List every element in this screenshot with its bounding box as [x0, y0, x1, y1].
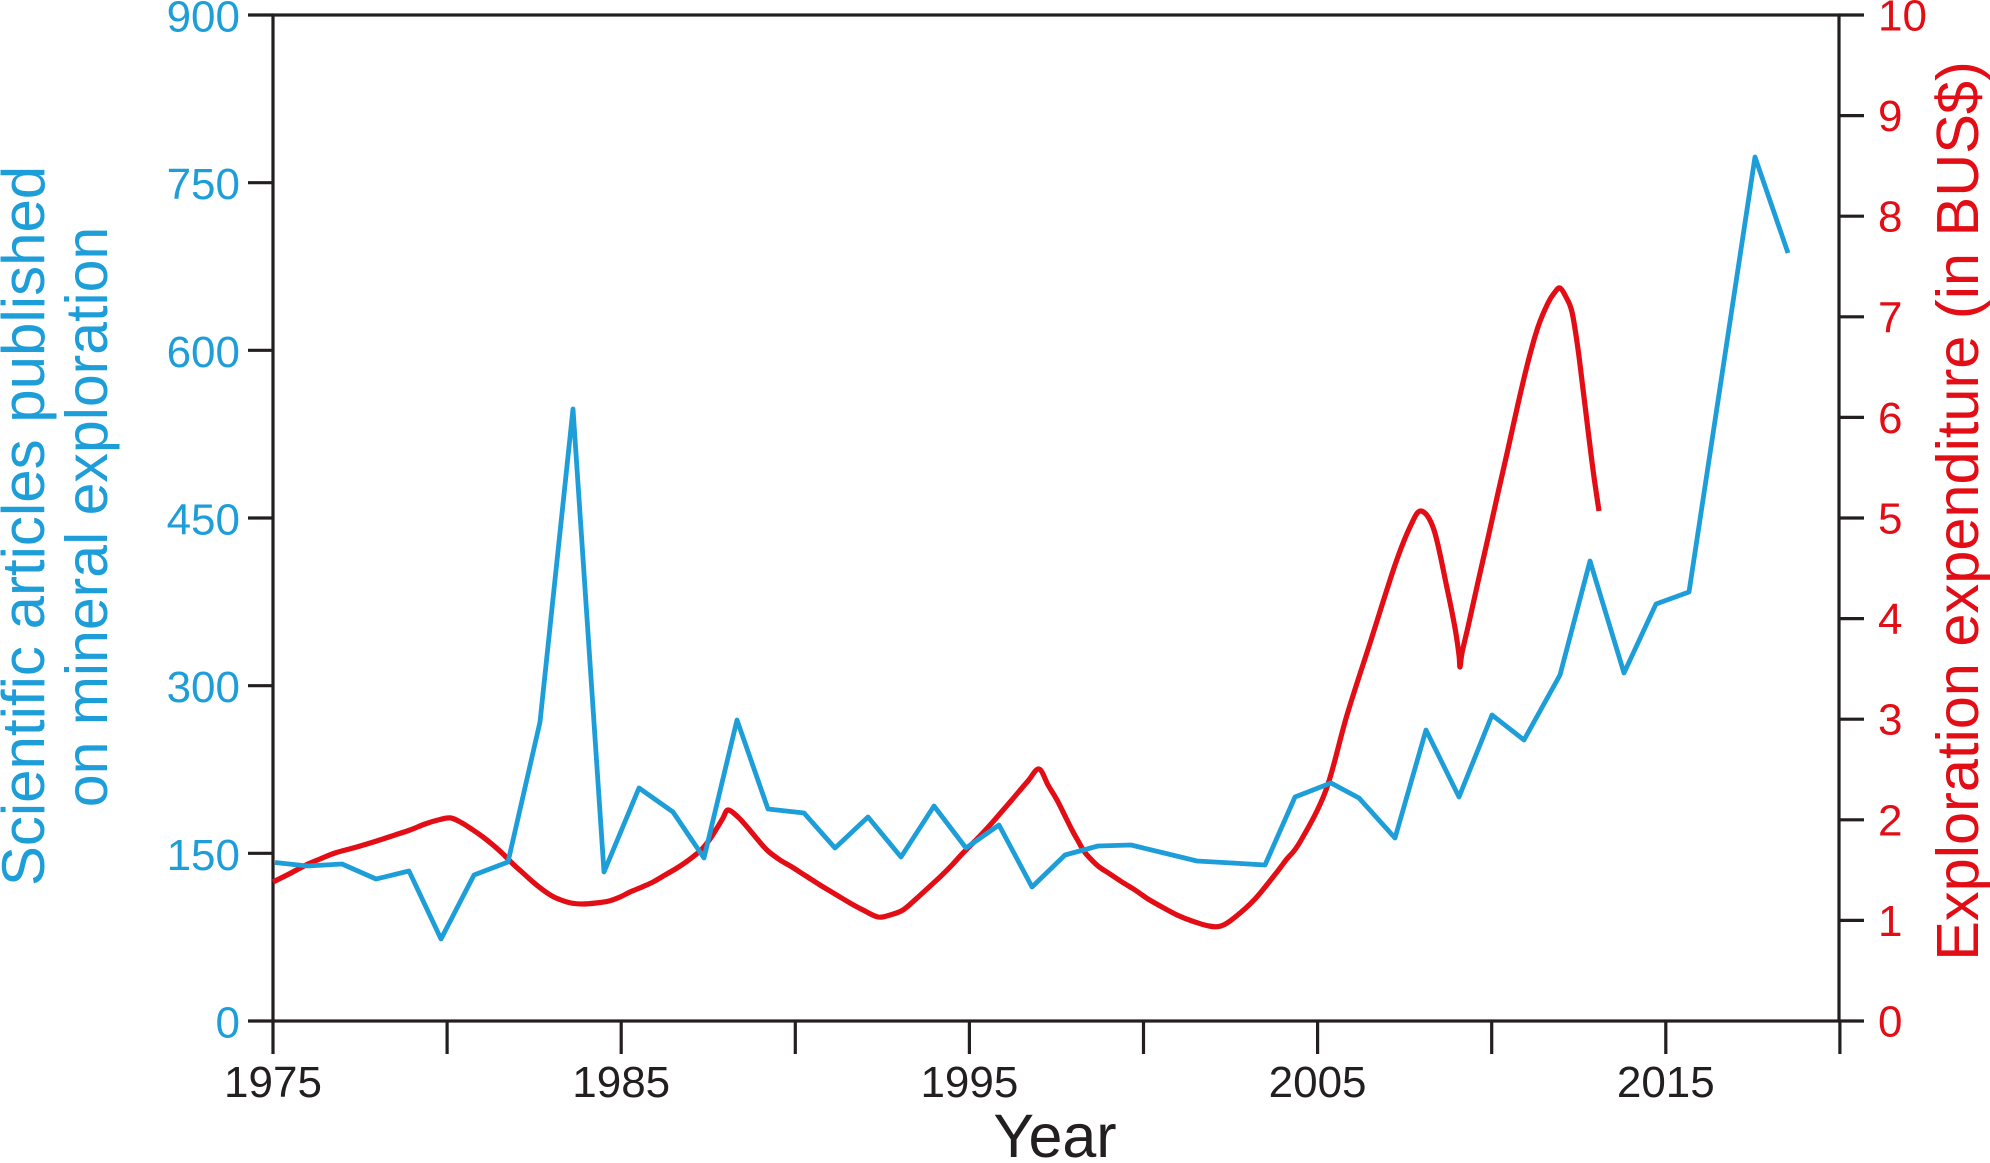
svg-text:1975: 1975: [224, 1058, 322, 1107]
svg-text:1: 1: [1878, 897, 1902, 946]
svg-text:Exploration expenditure (in BU: Exploration expenditure (in BUS$): [1924, 61, 1990, 961]
svg-text:10: 10: [1878, 0, 1927, 41]
svg-text:600: 600: [167, 328, 240, 377]
svg-text:750: 750: [167, 160, 240, 209]
svg-text:2: 2: [1878, 796, 1902, 845]
svg-text:2015: 2015: [1617, 1058, 1715, 1107]
svg-text:300: 300: [167, 663, 240, 712]
svg-text:6: 6: [1878, 394, 1902, 443]
svg-text:900: 900: [167, 0, 240, 42]
svg-text:on mineral exploration: on mineral exploration: [54, 227, 120, 808]
svg-text:7: 7: [1878, 293, 1902, 342]
svg-text:Year: Year: [993, 1102, 1116, 1158]
svg-text:4: 4: [1878, 595, 1902, 644]
svg-text:3: 3: [1878, 696, 1902, 745]
svg-text:8: 8: [1878, 193, 1902, 242]
svg-text:1985: 1985: [572, 1058, 670, 1107]
svg-text:2005: 2005: [1269, 1058, 1367, 1107]
svg-text:9: 9: [1878, 92, 1902, 141]
svg-text:150: 150: [167, 831, 240, 880]
svg-text:1995: 1995: [920, 1058, 1018, 1107]
svg-text:Scientific articles published: Scientific articles published: [0, 166, 57, 886]
svg-text:0: 0: [1878, 998, 1902, 1047]
svg-text:450: 450: [167, 496, 240, 545]
svg-text:0: 0: [216, 999, 240, 1048]
svg-text:5: 5: [1878, 495, 1902, 544]
